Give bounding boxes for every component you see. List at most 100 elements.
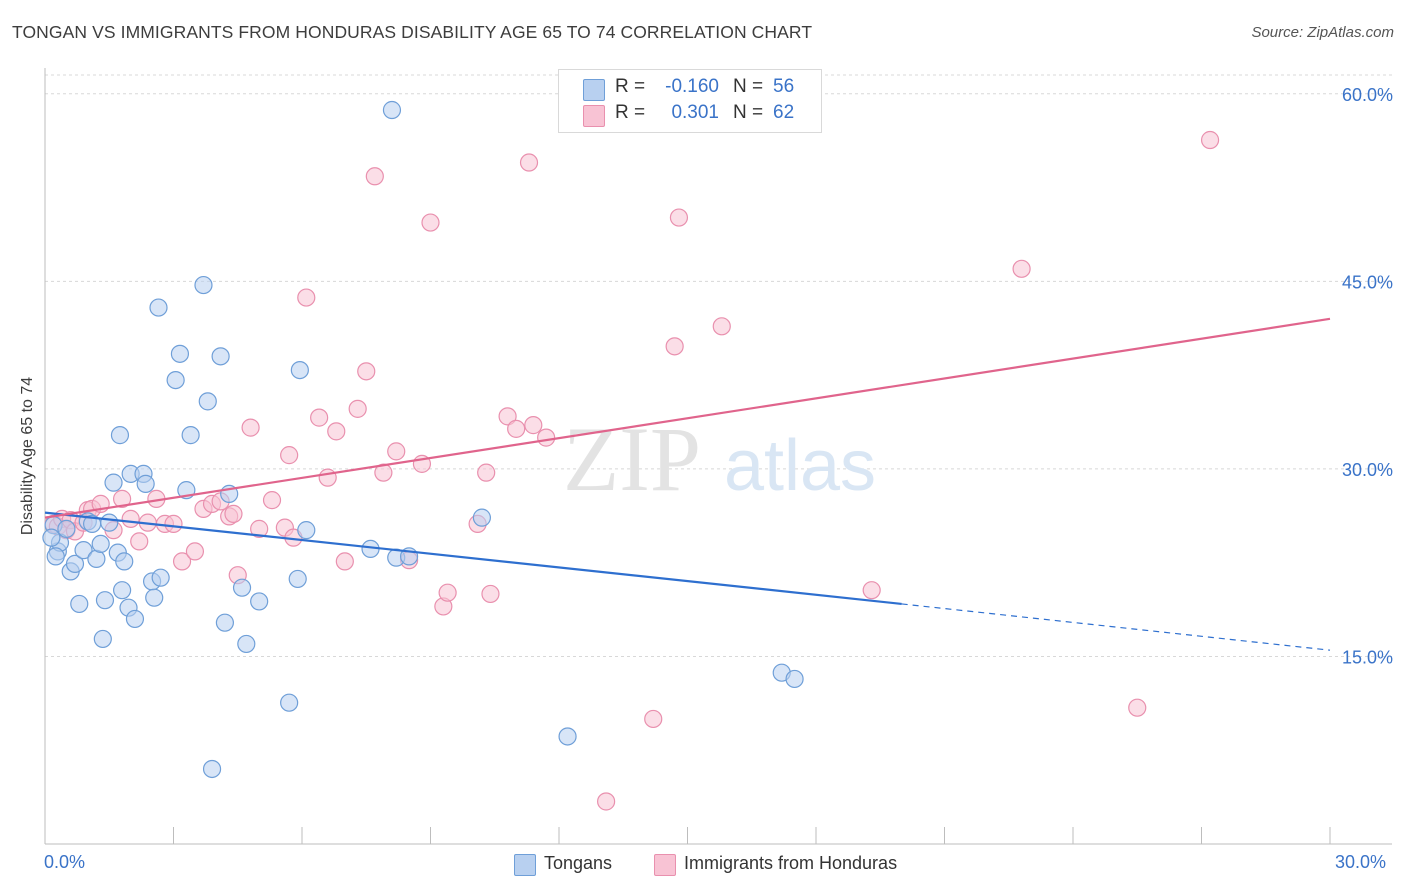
tongan-point (74, 541, 93, 560)
tongan-point (232, 578, 252, 597)
honduras-point (524, 416, 543, 435)
y-tick-label: 30.0% (1342, 460, 1393, 480)
tongan-point (297, 521, 316, 540)
tongan-point (104, 473, 123, 492)
tongan-point (198, 392, 217, 411)
tongan-point (785, 669, 804, 689)
tongan-trendline-extension (901, 603, 1331, 651)
honduras-point (665, 337, 684, 356)
honduras-point (112, 489, 132, 508)
tongan-point (211, 347, 230, 366)
honduras-point (374, 463, 393, 482)
honduras-point (121, 509, 140, 528)
tongan-point (237, 634, 256, 654)
tongan-point (151, 568, 170, 587)
tongan-point (70, 594, 89, 614)
tongan-point (110, 426, 130, 445)
tongan-point (250, 592, 269, 611)
tongan-point (42, 528, 61, 547)
tongan-point (112, 581, 132, 600)
honduras-point (318, 468, 337, 487)
honduras-point (310, 408, 329, 427)
honduras-point (250, 519, 269, 538)
honduras-point (481, 584, 500, 604)
r-label: R = (615, 102, 646, 123)
honduras-point (185, 542, 205, 561)
tongan-point (91, 534, 110, 554)
honduras-point (519, 153, 539, 172)
honduras-point (862, 581, 881, 600)
honduras-point (669, 208, 689, 227)
n-value: 56 (773, 76, 795, 97)
tongan-point (472, 508, 491, 527)
tongan-point (181, 426, 200, 445)
legend-swatch-tongans (583, 79, 605, 101)
tongan-point (202, 759, 222, 779)
tongan-point (46, 547, 65, 566)
honduras-point (1128, 698, 1147, 717)
honduras-point (712, 317, 731, 336)
tongan-point (288, 569, 307, 589)
honduras-point (507, 419, 526, 438)
tongan-trendline (44, 511, 902, 606)
tongan-point (170, 344, 190, 363)
n-label: N = (733, 102, 764, 123)
watermark-zip: ZIP (563, 408, 701, 510)
tongan-point (194, 275, 213, 295)
y-tick-label: 15.0% (1342, 647, 1393, 667)
legend-label-honduras: Immigrants from Honduras (684, 853, 898, 873)
tongan-point (149, 298, 168, 317)
n-value: 62 (773, 102, 795, 123)
tongan-point (558, 727, 577, 746)
series-legend: Tongans Immigrants from Honduras (0, 852, 1406, 878)
x-tick-label-min: 0.0% (44, 852, 86, 872)
tongan-point (215, 613, 234, 632)
honduras-point (421, 213, 440, 232)
watermark-atlas: atlas (724, 426, 876, 506)
honduras-point (597, 792, 616, 811)
honduras-point (477, 463, 496, 482)
honduras-point (241, 418, 260, 437)
tongan-point (166, 370, 185, 390)
honduras-point (498, 407, 517, 426)
chart-title: TONGAN VS IMMIGRANTS FROM HONDURAS DISAB… (12, 22, 813, 42)
tongan-point (95, 591, 115, 610)
honduras-point (130, 532, 149, 551)
tongan-point (145, 588, 164, 607)
honduras-point (327, 422, 346, 441)
honduras-point (164, 514, 183, 533)
tongan-point (290, 360, 309, 380)
honduras-point (357, 362, 376, 381)
honduras-point (365, 167, 384, 186)
tongan-point (93, 629, 112, 649)
r-value: 0.301 (671, 102, 719, 123)
y-tick-label: 45.0% (1342, 272, 1393, 292)
tongan-point (115, 552, 134, 571)
legend-swatch-honduras (583, 105, 605, 127)
honduras-point (262, 491, 282, 510)
honduras-point (348, 399, 367, 418)
r-label: R = (615, 76, 646, 97)
honduras-point (438, 583, 457, 602)
honduras-point (335, 552, 354, 571)
source-note: Source: ZipAtlas.com (1251, 24, 1394, 41)
n-label: N = (733, 76, 764, 97)
tongan-point (87, 549, 106, 569)
honduras-trendline (44, 317, 1331, 519)
tongan-point (136, 474, 155, 493)
honduras-point (1012, 259, 1031, 278)
honduras-point (387, 442, 406, 461)
honduras-point (172, 552, 192, 571)
honduras-point (537, 428, 556, 447)
honduras-point (644, 709, 663, 729)
tongan-point (382, 100, 402, 120)
tongan-point (125, 609, 145, 629)
x-tick-label-max: 30.0% (1335, 852, 1387, 872)
tongan-point (65, 554, 85, 574)
honduras-point (297, 288, 316, 307)
r-value: -0.160 (665, 76, 719, 97)
tongan-point (100, 513, 119, 532)
tongan-point (57, 519, 76, 538)
honduras-point (1200, 130, 1220, 150)
